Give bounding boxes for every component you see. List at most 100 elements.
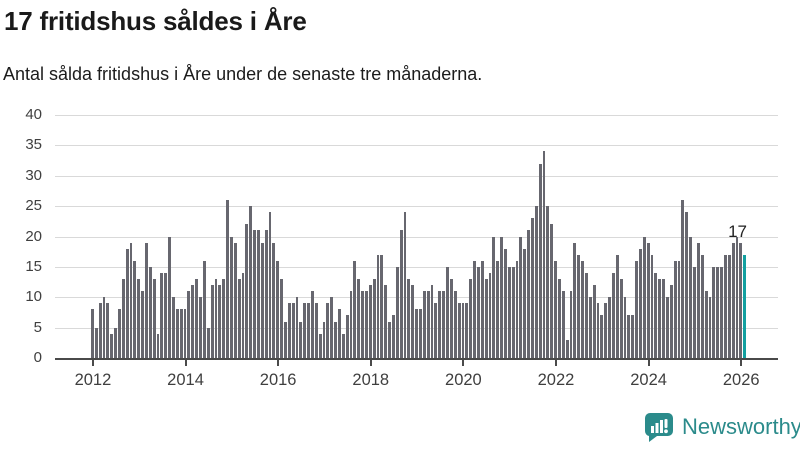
bar [585, 272, 588, 358]
bar [708, 297, 712, 358]
bar [542, 151, 546, 358]
bar [322, 321, 326, 358]
x-tick-2024 [647, 360, 650, 366]
gridline-20 [55, 236, 778, 238]
x-tick-label-2020: 2020 [445, 371, 482, 389]
bar [395, 266, 399, 358]
bar [206, 327, 210, 358]
bar [276, 260, 280, 358]
y-tick-label-5: 5 [33, 318, 42, 336]
bar [704, 291, 708, 358]
bar [422, 291, 426, 358]
gridline-10 [55, 297, 778, 299]
bar [372, 279, 376, 358]
bar [160, 272, 164, 358]
y-tick-label-0: 0 [33, 349, 42, 366]
y-tick-label-35: 35 [25, 136, 42, 154]
bar [426, 291, 430, 358]
bar [654, 272, 658, 358]
bar [349, 291, 353, 358]
bar [376, 254, 380, 358]
bar [226, 200, 229, 358]
bar [642, 236, 646, 358]
bar [106, 303, 110, 358]
bar [125, 248, 129, 358]
bar [527, 230, 530, 358]
bar [693, 266, 696, 358]
bar [210, 285, 214, 358]
bar [612, 272, 615, 358]
bar [121, 279, 125, 358]
bar [577, 254, 581, 358]
bar [588, 297, 592, 358]
gridline-15 [55, 266, 778, 268]
bar [473, 260, 476, 358]
bar [438, 291, 442, 358]
bar [249, 206, 253, 358]
bar [357, 279, 361, 358]
bar [492, 236, 496, 358]
x-tick-label-2022: 2022 [537, 371, 575, 389]
bar [133, 260, 137, 358]
bar [615, 254, 619, 358]
bar [256, 230, 260, 358]
chart-subtitle: Antal sålda fritidshus i Åre under de se… [3, 64, 483, 84]
bar [264, 230, 268, 358]
bar [480, 260, 484, 358]
bar [681, 200, 685, 358]
bar [361, 291, 365, 358]
bar [500, 236, 503, 358]
bar [534, 206, 538, 358]
bar [241, 272, 245, 358]
bar [310, 291, 314, 358]
bar [94, 327, 98, 358]
newsworthy-chart-bubble-icon [644, 413, 673, 442]
bar [229, 236, 233, 358]
x-tick-label-2012: 2012 [74, 371, 112, 389]
bar [98, 303, 102, 358]
bar [669, 285, 673, 358]
bar [156, 333, 160, 358]
bar [592, 285, 596, 358]
bar [318, 333, 322, 358]
bar [334, 321, 337, 358]
bar [465, 303, 469, 358]
newsworthy-logo: Newsworthy [644, 412, 800, 442]
bar [272, 242, 276, 358]
bar [303, 303, 307, 358]
x-tick-label-2026: 2026 [722, 371, 760, 389]
bar [330, 297, 334, 358]
bar [685, 212, 689, 358]
bar [118, 309, 121, 358]
bar [689, 236, 693, 358]
bar [727, 254, 731, 358]
bar [307, 303, 310, 358]
bar [137, 279, 141, 358]
bar [677, 260, 681, 358]
bar [353, 260, 357, 358]
bar [415, 309, 419, 358]
bar [619, 279, 623, 358]
bar [164, 272, 168, 358]
bar [237, 279, 241, 358]
bar [102, 297, 106, 358]
bar [129, 242, 133, 358]
bar [496, 260, 500, 358]
bar [280, 279, 283, 358]
x-tick-label-2016: 2016 [259, 371, 297, 389]
bar-chart-plot-area: 0 5 10 15 20 25 30 35 40 2012 2014 2016 2018 2020 202… [25, 106, 778, 389]
x-tick-2026 [740, 360, 743, 366]
bar [268, 212, 272, 358]
x-tick-label-2014: 2014 [167, 371, 204, 389]
y-tick-label-25: 25 [25, 197, 42, 215]
bar [739, 242, 743, 358]
bar [515, 260, 519, 358]
bar [546, 206, 550, 358]
bar [407, 279, 411, 358]
bar [183, 309, 187, 358]
bar [723, 254, 727, 358]
bar [731, 242, 735, 358]
bar [399, 230, 403, 358]
x-tick-2012 [91, 360, 94, 366]
